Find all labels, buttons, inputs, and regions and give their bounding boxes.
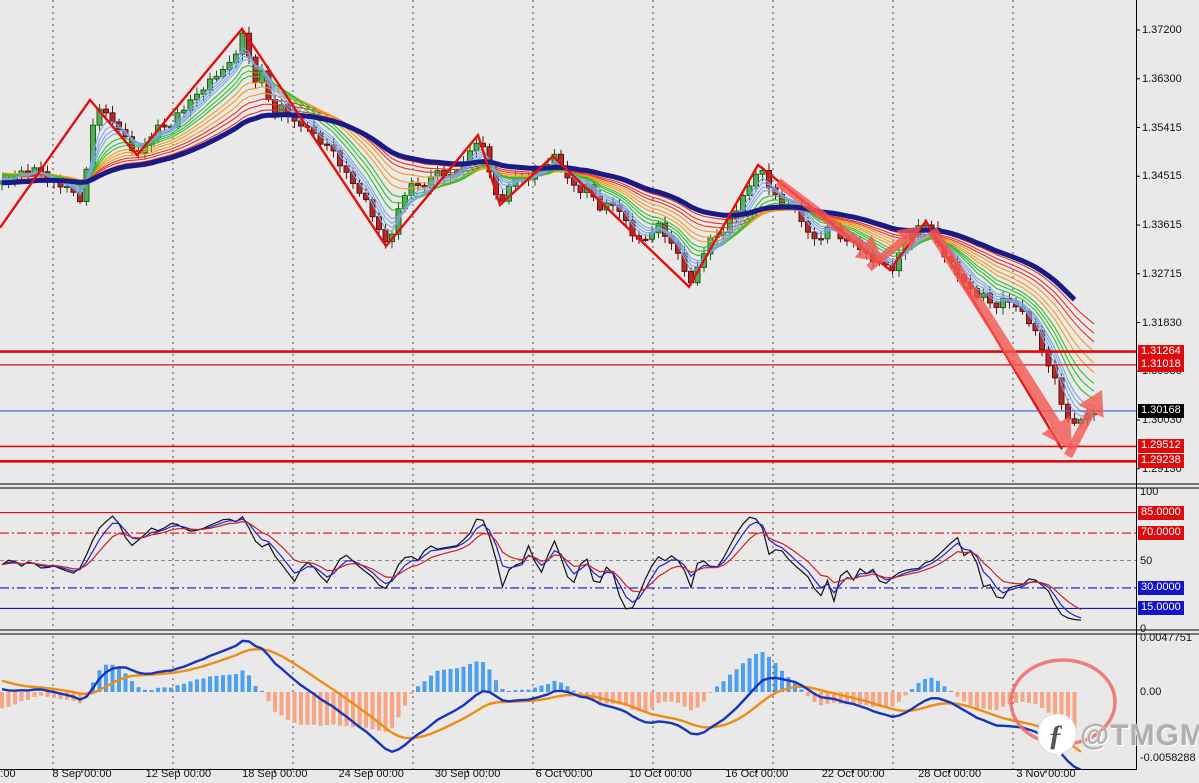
oscillator-scale-tick: 0 (1140, 623, 1147, 635)
time-axis-tick[interactable]: 22 Oct 00:00 (821, 768, 885, 780)
time-axis-tick[interactable]: 30 Sep 00:00 (434, 768, 501, 780)
oscillator-level-badge[interactable]: 15.0000 (1138, 601, 1184, 616)
price-axis-tick: 1.35415 (1142, 121, 1182, 134)
time-axis-tick[interactable]: 3 Nov 00:00 (1016, 768, 1076, 780)
time-axis-tick[interactable]: 4 Sep 00:00 (0, 768, 16, 780)
time-axis-tick[interactable]: 12 Sep 00:00 (145, 768, 212, 780)
macd-scale-tick: 0.0047751 (1140, 632, 1192, 644)
price-level-badge[interactable]: 1.29238 (1138, 454, 1184, 469)
price-level-badge[interactable]: 1.29512 (1138, 439, 1184, 454)
price-level-badge[interactable]: 1.31018 (1138, 357, 1184, 372)
macd-scale-tick: -0.0058288 (1140, 752, 1196, 764)
time-axis-tick[interactable]: 28 Oct 00:00 (918, 768, 982, 780)
oscillator-level-badge[interactable]: 30.0000 (1138, 580, 1184, 595)
price-axis-tick: 1.32715 (1142, 267, 1182, 280)
oscillator-scale-tick: 50 (1140, 554, 1153, 567)
price-axis-tick: 1.34515 (1142, 170, 1182, 183)
time-axis-tick[interactable]: 24 Sep 00:00 (338, 768, 404, 780)
price-level-badge[interactable]: 1.31264 (1138, 344, 1184, 359)
price-axis-tick: 1.37200 (1142, 24, 1182, 36)
price-axis-tick: 1.31830 (1142, 316, 1182, 329)
time-axis-tick[interactable]: 10 Oct 00:00 (628, 768, 692, 780)
price-axis-tick: 1.36300 (1142, 72, 1182, 85)
price-axis-tick: 1.33615 (1142, 219, 1182, 232)
time-axis-tick[interactable]: 6 Oct 00:00 (535, 768, 593, 780)
time-axis-tick[interactable]: 16 Oct 00:00 (725, 768, 789, 780)
oscillator-level-badge[interactable]: 85.0000 (1138, 505, 1184, 520)
time-axis-tick[interactable]: 18 Sep 00:00 (242, 768, 308, 780)
oscillator-scale-tick: 100 (1140, 486, 1159, 498)
oscillator-level-badge[interactable]: 70.0000 (1138, 526, 1184, 541)
time-axis-tick[interactable]: 8 Sep 00:00 (52, 768, 112, 780)
price-level-badge[interactable]: 1.30168 (1138, 403, 1184, 418)
macd-scale-tick: 0.00 (1140, 686, 1162, 698)
